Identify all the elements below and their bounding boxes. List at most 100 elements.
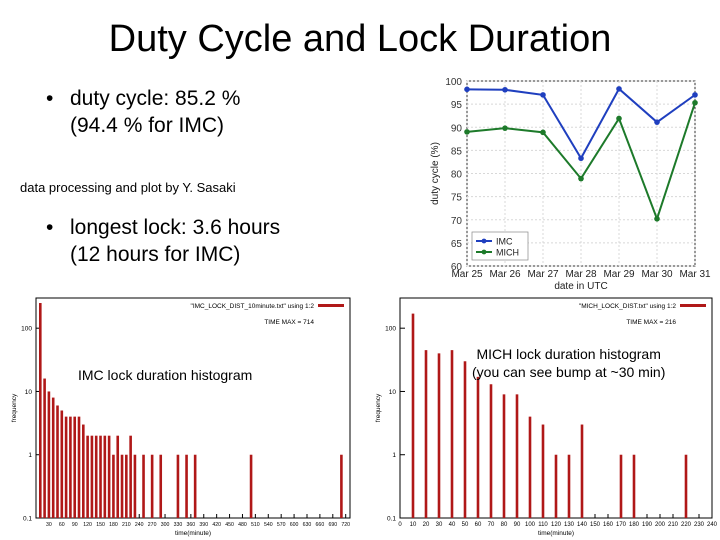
data-point-mich — [540, 129, 546, 136]
histogram-bar — [411, 313, 415, 518]
histogram-bar — [340, 454, 343, 518]
x-tick-label: Mar 28 — [565, 269, 597, 280]
x-tick-label: 510 — [251, 522, 260, 528]
x-tick-label: 30 — [436, 522, 443, 528]
y-tick-label: 90 — [451, 123, 463, 134]
x-tick-label: 690 — [328, 522, 337, 528]
x-tick-label: 100 — [525, 522, 536, 528]
data-point-imc — [578, 155, 584, 162]
x-tick-label: 570 — [277, 522, 286, 528]
histogram-bar — [159, 454, 163, 518]
x-tick-label: 90 — [72, 522, 78, 528]
x-tick-label: 30 — [46, 522, 52, 528]
data-point-mich — [692, 99, 698, 106]
x-tick-label: 200 — [655, 522, 666, 528]
histogram-bar — [632, 454, 636, 518]
credit-text: data processing and plot by Y. Sasaki — [20, 180, 236, 195]
data-point-imc — [692, 92, 698, 98]
histogram-bar — [450, 350, 454, 518]
bullet-dot: • — [46, 87, 54, 110]
histogram-bar — [176, 454, 180, 518]
x-tick-label: 80 — [501, 522, 508, 528]
histogram-bar — [515, 394, 519, 518]
histogram-bar — [541, 424, 545, 518]
imc-histogram-caption: IMC lock duration histogram — [78, 367, 253, 383]
histogram-bar — [69, 416, 72, 518]
histogram-bar — [437, 353, 441, 518]
histogram-bar — [193, 454, 197, 518]
longest-lock-imc-text: (12 hours for IMC) — [70, 243, 241, 266]
legend-swatch — [318, 304, 344, 307]
data-point-mich — [464, 129, 470, 135]
y-tick-label: 0.1 — [387, 516, 396, 523]
histogram-bar — [185, 454, 188, 518]
histogram-bar — [103, 435, 107, 518]
histogram-bar — [502, 394, 506, 518]
mich-histogram-caption: MICH lock duration histogram (you can se… — [472, 345, 665, 381]
x-tick-label: 220 — [681, 522, 692, 528]
histogram-bar — [120, 454, 124, 518]
mich-caption-line1: MICH lock duration histogram — [476, 346, 661, 362]
x-tick-label: 10 — [410, 522, 417, 528]
x-tick-label: 420 — [212, 522, 221, 528]
data-point-imc — [540, 92, 546, 98]
duty-cycle-bullet: • duty cycle: 85.2 % (94.4 % for IMC) — [46, 85, 240, 139]
data-point-mich — [502, 125, 508, 131]
x-tick-label: 240 — [707, 522, 718, 528]
x-tick-label: 130 — [564, 522, 575, 528]
legend-label-mich: MICH — [496, 248, 519, 258]
y-tick-label: 1 — [392, 452, 396, 459]
y-tick-label: 65 — [451, 239, 463, 250]
histogram-bar — [489, 384, 493, 518]
x-tick-label: 70 — [488, 522, 495, 528]
histogram-bar — [82, 424, 85, 518]
legend-label-imc: IMC — [496, 237, 513, 247]
slide-title: Duty Cycle and Lock Duration — [108, 18, 612, 60]
x-tick-label: 330 — [174, 522, 183, 528]
x-tick-label: 60 — [59, 522, 65, 528]
legend-label: "MICH_LOCK_DIST.txt" using 1:2 — [579, 303, 676, 310]
x-tick-label: 180 — [109, 522, 118, 528]
data-point-imc — [616, 86, 622, 92]
time-max-annotation: TIME MAX = 216 — [626, 319, 676, 326]
x-tick-label: 20 — [423, 522, 430, 528]
x-tick-label: 540 — [264, 522, 273, 528]
histogram-bar — [90, 435, 94, 518]
histogram-bar — [476, 376, 480, 518]
y-tick-label: 1 — [28, 452, 32, 459]
histogram-bar — [107, 435, 111, 518]
x-tick-label: Mar 30 — [641, 269, 673, 280]
x-tick-label: 630 — [303, 522, 312, 528]
data-point-mich — [654, 216, 660, 222]
x-tick-label: 660 — [316, 522, 325, 528]
data-point-imc — [502, 86, 508, 93]
duty-cycle-imc-text: (94.4 % for IMC) — [70, 114, 225, 137]
x-tick-label: 180 — [629, 522, 640, 528]
x-tick-label: 230 — [694, 522, 705, 528]
data-point-imc — [654, 119, 660, 125]
x-tick-label: 210 — [122, 522, 131, 528]
y-tick-label: 95 — [451, 100, 463, 111]
x-tick-label: 0 — [398, 522, 402, 528]
x-tick-label: 110 — [538, 522, 548, 528]
x-tick-label: 60 — [475, 522, 482, 528]
imc-histogram-chart: 0.1 1 10 100 30 60 90 120 150 180 210 240 270 300 330 3… — [11, 297, 351, 537]
y-axis-label: duty cycle (%) — [430, 142, 441, 205]
histogram-bar — [528, 416, 532, 518]
x-tick-label: 190 — [642, 522, 653, 528]
histogram-bar — [86, 435, 89, 518]
legend-marker-imc — [481, 238, 487, 244]
y-tick-label: 100 — [445, 77, 462, 88]
y-tick-label: 10 — [25, 389, 33, 396]
legend-swatch — [680, 304, 706, 307]
histogram-bar — [150, 454, 154, 518]
x-tick-label: 50 — [462, 522, 469, 528]
x-tick-label: 90 — [514, 522, 521, 528]
histogram-bar — [424, 350, 428, 518]
histogram-bar — [133, 454, 137, 518]
bullet-dot: • — [46, 216, 54, 239]
y-tick-label: 0.1 — [23, 516, 32, 523]
histogram-bar — [43, 378, 46, 518]
x-axis-label: time(minute) — [175, 530, 211, 537]
